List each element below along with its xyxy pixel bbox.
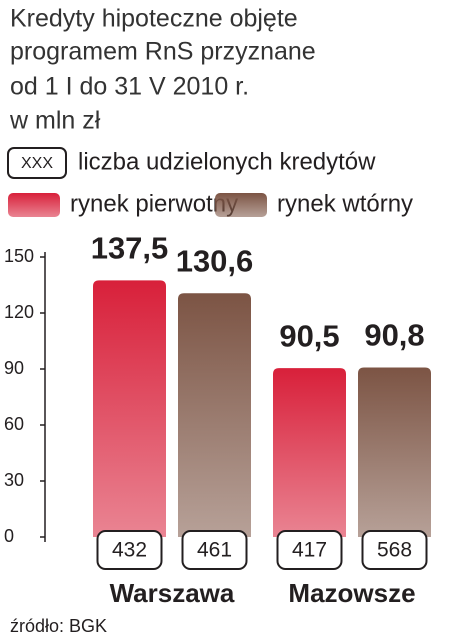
y-tick-label: 120 bbox=[4, 302, 34, 322]
y-tick-label: 30 bbox=[4, 470, 24, 490]
bar bbox=[178, 293, 251, 537]
count-label: 461 bbox=[197, 539, 232, 562]
count-label: 417 bbox=[292, 539, 327, 562]
legend-swatch bbox=[215, 193, 267, 217]
title-line: programem RnS przyznane bbox=[10, 38, 316, 66]
bar bbox=[273, 368, 346, 537]
count-legend-label: liczba udzielonych kredytów bbox=[78, 148, 376, 175]
y-tick-label: 90 bbox=[4, 358, 24, 378]
source: źródło: BGK bbox=[10, 616, 107, 636]
title-line: Kredyty hipoteczne objęte bbox=[10, 5, 298, 33]
value-label: 130,6 bbox=[176, 243, 254, 278]
legend-label: rynek pierwotny bbox=[70, 190, 238, 217]
x-tick-label: Warszawa bbox=[110, 578, 235, 608]
y-tick-label: 150 bbox=[4, 246, 34, 266]
count-label: 432 bbox=[112, 539, 147, 562]
y-tick-label: 60 bbox=[4, 414, 24, 434]
value-label: 90,8 bbox=[364, 318, 424, 353]
legend-swatch bbox=[8, 193, 60, 217]
value-label: 137,5 bbox=[91, 231, 169, 266]
bar bbox=[93, 280, 166, 537]
count-box bbox=[96, 530, 163, 570]
count-box bbox=[361, 530, 428, 570]
value-label: 90,5 bbox=[279, 318, 339, 353]
x-tick-label: Mazowsze bbox=[288, 578, 415, 608]
bar bbox=[358, 367, 431, 537]
count-label: 568 bbox=[377, 539, 412, 562]
count-box bbox=[181, 530, 248, 570]
title-line: od 1 I do 31 V 2010 r. bbox=[10, 73, 249, 101]
count-legend-box bbox=[7, 147, 67, 179]
count-box bbox=[276, 530, 343, 570]
legend-label: rynek wtórny bbox=[277, 190, 413, 217]
unit-label: w mln zł bbox=[9, 107, 101, 135]
count-legend-symbol: XXX bbox=[21, 155, 53, 172]
y-tick-label: 0 bbox=[4, 526, 14, 546]
